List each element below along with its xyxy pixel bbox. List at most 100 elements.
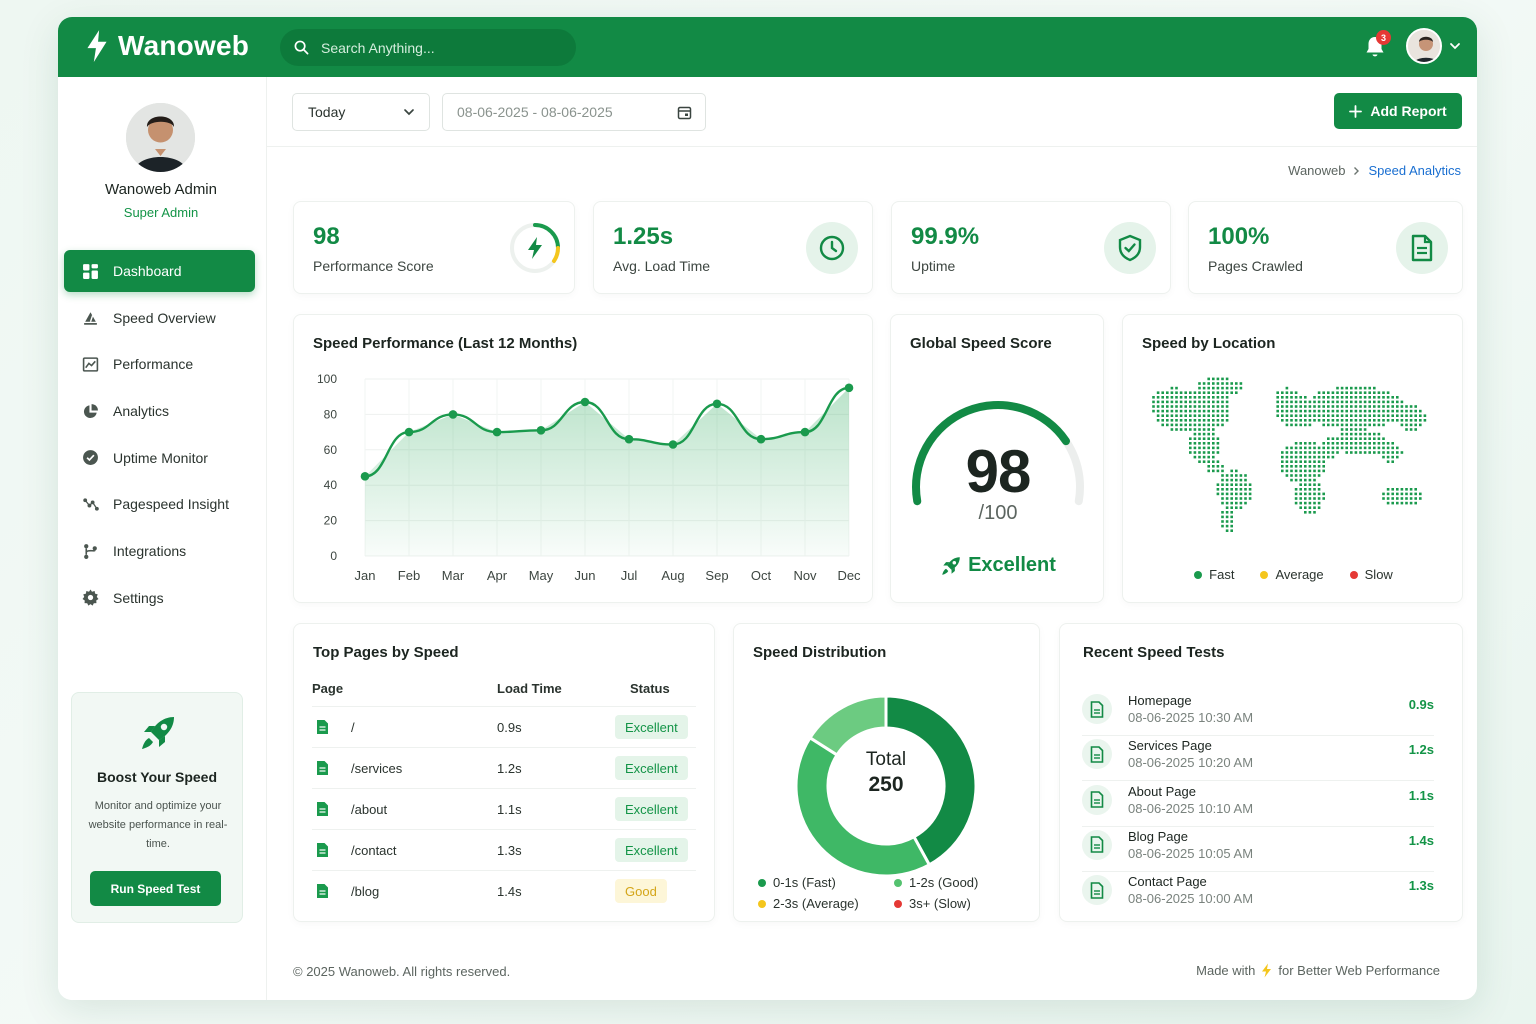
- donut-slice: [794, 735, 932, 878]
- sidebar-item-settings[interactable]: Settings: [64, 577, 255, 619]
- status-badge: Excellent: [615, 756, 688, 780]
- map-dot: [1304, 465, 1307, 468]
- run-speed-test-button[interactable]: Run Speed Test: [90, 871, 221, 906]
- profile-avatar[interactable]: [126, 103, 195, 172]
- brand-logo[interactable]: Wanoweb: [84, 29, 249, 63]
- map-dot: [1207, 432, 1210, 436]
- table-row[interactable]: /services 1.2s Excellent: [312, 747, 696, 788]
- map-dot: [1299, 455, 1302, 459]
- map-dot: [1308, 409, 1312, 413]
- page-path[interactable]: /contact: [351, 843, 397, 858]
- map-dot: [1336, 391, 1339, 394]
- map-dot: [1294, 391, 1298, 394]
- map-dot: [1212, 400, 1215, 404]
- table-row[interactable]: /blog 1.4s Good: [312, 870, 696, 911]
- map-dot: [1299, 460, 1302, 463]
- map-dot: [1327, 419, 1330, 422]
- chevron-down-icon[interactable]: [1449, 41, 1461, 51]
- list-item[interactable]: Homepage 08-06-2025 10:30 AM 0.9s: [1082, 691, 1434, 736]
- map-dot: [1322, 469, 1325, 473]
- map-dot: [1207, 428, 1210, 431]
- map-dot: [1350, 400, 1353, 404]
- map-dot: [1331, 400, 1335, 404]
- map-dot: [1317, 506, 1321, 509]
- date-range-picker[interactable]: 08-06-2025 - 08-06-2025: [442, 93, 706, 131]
- sidebar-item-speed-overview[interactable]: Speed Overview: [64, 297, 255, 339]
- sidebar-item-pagespeed-insight[interactable]: Pagespeed Insight: [64, 483, 255, 525]
- map-dot: [1414, 414, 1417, 417]
- page-path[interactable]: /: [351, 720, 355, 735]
- search-icon: [294, 40, 309, 55]
- map-dot: [1391, 405, 1394, 408]
- map-dot: [1207, 414, 1210, 417]
- map-dot: [1304, 501, 1307, 505]
- sidebar-item-analytics[interactable]: Analytics: [64, 390, 255, 432]
- map-dot: [1189, 446, 1192, 450]
- map-dot: [1170, 423, 1174, 427]
- map-dot: [1294, 446, 1298, 450]
- map-dot: [1345, 414, 1348, 417]
- map-dot: [1299, 414, 1302, 417]
- list-item[interactable]: Contact Page 08-06-2025 10:00 AM 1.3s: [1082, 872, 1434, 917]
- page-path[interactable]: /services: [351, 761, 403, 776]
- map-dot: [1225, 400, 1229, 404]
- page-path[interactable]: /about: [351, 802, 388, 817]
- map-dot: [1308, 511, 1312, 514]
- data-point: [756, 434, 766, 444]
- table-row[interactable]: /about 1.1s Excellent: [312, 788, 696, 829]
- sidebar-item-performance[interactable]: Performance: [64, 343, 255, 385]
- table-row[interactable]: /contact 1.3s Excellent: [312, 829, 696, 870]
- map-dot: [1221, 515, 1224, 519]
- map-dot: [1225, 501, 1229, 505]
- map-dot: [1363, 391, 1367, 394]
- list-item[interactable]: About Page 08-06-2025 10:10 AM 1.1s: [1082, 782, 1434, 827]
- map-dot: [1331, 437, 1335, 440]
- legend-dot: [758, 879, 766, 887]
- sidebar-item-label: Performance: [113, 356, 194, 373]
- map-dot: [1336, 409, 1339, 413]
- map-dot: [1216, 377, 1220, 381]
- map-dot: [1175, 405, 1178, 408]
- map-dot: [1294, 419, 1298, 422]
- map-dot: [1409, 492, 1413, 496]
- sidebar-item-uptime-monitor[interactable]: Uptime Monitor: [64, 437, 255, 479]
- map-dot: [1391, 396, 1394, 399]
- breadcrumb-root[interactable]: Wanoweb: [1288, 163, 1346, 178]
- map-dot: [1161, 423, 1164, 427]
- map-dot: [1345, 442, 1348, 445]
- sidebar-item-integrations[interactable]: Integrations: [64, 530, 255, 572]
- avatar-photo-icon: [126, 103, 195, 172]
- map-dot: [1382, 396, 1385, 399]
- period-select[interactable]: Today: [292, 93, 430, 131]
- sidebar-item-label: Analytics: [113, 403, 170, 420]
- map-dot: [1382, 423, 1385, 427]
- sidebar-item-dashboard[interactable]: Dashboard: [64, 250, 255, 292]
- legend-slow: Slow: [1349, 567, 1393, 582]
- map-dot: [1299, 506, 1302, 509]
- table-row[interactable]: / 0.9s Excellent: [312, 706, 696, 747]
- user-avatar[interactable]: [1406, 28, 1442, 64]
- map-dot: [1189, 409, 1192, 413]
- map-dot: [1345, 386, 1348, 390]
- map-dot: [1198, 460, 1201, 463]
- list-item[interactable]: Blog Page 08-06-2025 10:05 AM 1.4s: [1082, 827, 1434, 872]
- list-item[interactable]: Services Page 08-06-2025 10:20 AM 1.2s: [1082, 736, 1434, 782]
- map-dot: [1304, 446, 1307, 450]
- search-input[interactable]: [321, 39, 551, 56]
- add-report-button[interactable]: Add Report: [1334, 93, 1462, 129]
- map-dot: [1216, 488, 1220, 491]
- search-bar[interactable]: [280, 29, 576, 66]
- map-dot: [1363, 442, 1367, 445]
- page-path[interactable]: /blog: [351, 884, 380, 899]
- map-dot: [1166, 423, 1169, 427]
- map-dot: [1175, 386, 1178, 390]
- map-dot: [1216, 382, 1220, 385]
- map-dot: [1290, 469, 1293, 473]
- map-dot: [1363, 400, 1367, 404]
- map-dot: [1327, 437, 1330, 440]
- map-dot: [1299, 478, 1302, 482]
- map-dot: [1207, 377, 1210, 381]
- map-dot: [1386, 460, 1390, 463]
- map-dot: [1156, 391, 1160, 394]
- map-dot: [1313, 474, 1316, 477]
